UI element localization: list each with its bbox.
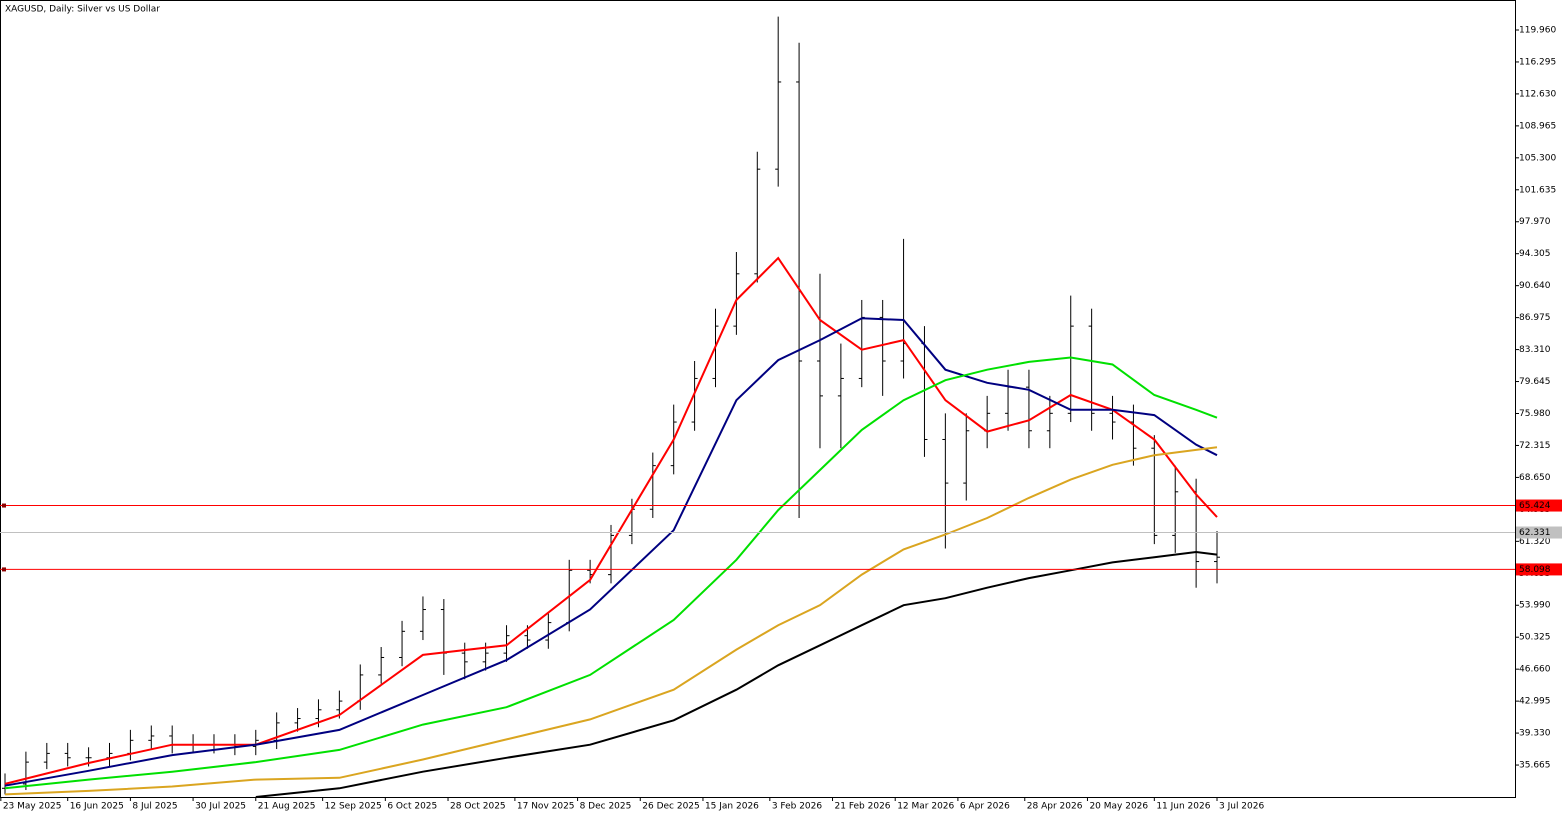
x-tick-label: 11 Jun 2026 — [1156, 802, 1210, 812]
x-tick-label: 16 Jun 2025 — [70, 802, 124, 812]
moving-average — [255, 550, 1218, 798]
x-tick-label: 20 May 2026 — [1089, 802, 1148, 812]
y-tick-label: 97.970 — [1519, 217, 1551, 227]
x-tick-label: 12 Mar 2026 — [897, 802, 954, 812]
x-tick-label: 28 Oct 2025 — [450, 802, 506, 812]
y-tick-label: 39.330 — [1519, 729, 1551, 739]
price-line-handle — [2, 567, 6, 572]
y-tick-label: 112.630 — [1519, 89, 1556, 99]
y-tick-label: 35.665 — [1519, 761, 1551, 771]
y-tick-label: 50.325 — [1519, 633, 1551, 643]
x-tick-label: 26 Dec 2025 — [642, 802, 700, 812]
y-tick-label: 83.310 — [1519, 345, 1551, 355]
x-tick-label: 21 Aug 2025 — [258, 802, 316, 812]
chart-title: XAGUSD, Daily: Silver vs US Dollar — [5, 5, 160, 15]
x-tick-label: 8 Jul 2025 — [132, 802, 177, 812]
x-tick-label: 12 Sep 2025 — [325, 802, 382, 812]
y-tick-label: 61.320 — [1519, 537, 1551, 547]
price-label-box — [1516, 563, 1562, 576]
moving-average — [4, 317, 1218, 787]
y-tick-label: 86.975 — [1519, 313, 1551, 323]
price-label-box — [1516, 526, 1562, 539]
y-tick-label: 90.640 — [1519, 281, 1551, 291]
price-label: 65.424 — [1519, 501, 1551, 511]
y-tick-label: 53.990 — [1519, 601, 1551, 611]
y-tick-label: 119.960 — [1519, 25, 1556, 35]
x-tick-label: 6 Oct 2025 — [387, 802, 437, 812]
x-tick-label: 17 Nov 2025 — [517, 802, 575, 812]
x-tick-label: 23 May 2025 — [3, 802, 62, 812]
moving-average — [4, 446, 1218, 796]
plot-frame — [0, 0, 1516, 798]
y-tick-label: 79.645 — [1519, 377, 1551, 387]
moving-average — [4, 256, 1218, 785]
price-label-box — [1516, 499, 1562, 512]
x-tick-label: 6 Apr 2026 — [960, 802, 1010, 812]
x-tick-label: 15 Jan 2026 — [705, 802, 759, 812]
moving-average — [4, 356, 1218, 790]
x-tick-label: 3 Feb 2026 — [772, 802, 823, 812]
y-tick-label: 75.980 — [1519, 409, 1551, 419]
y-tick-label: 116.295 — [1519, 57, 1556, 67]
y-tick-label: 42.995 — [1519, 697, 1551, 707]
y-tick-label: 105.300 — [1519, 153, 1556, 163]
y-tick-label: 94.305 — [1519, 249, 1551, 259]
x-tick-label: 21 Feb 2026 — [835, 802, 891, 812]
price-label: 58.098 — [1519, 565, 1551, 575]
price-label: 62.331 — [1519, 528, 1551, 538]
y-tick-label: 68.650 — [1519, 473, 1551, 483]
y-tick-label: 101.635 — [1519, 185, 1556, 195]
x-tick-label: 8 Dec 2025 — [580, 802, 632, 812]
x-tick-label: 30 Jul 2025 — [195, 802, 246, 812]
y-tick-label: 108.965 — [1519, 121, 1556, 131]
x-tick-label: 3 Jul 2026 — [1219, 802, 1264, 812]
y-tick-label: 46.660 — [1519, 665, 1551, 675]
price-line-handle — [2, 503, 6, 508]
x-tick-label: 28 Apr 2026 — [1027, 802, 1083, 812]
y-tick-label: 72.315 — [1519, 441, 1551, 451]
